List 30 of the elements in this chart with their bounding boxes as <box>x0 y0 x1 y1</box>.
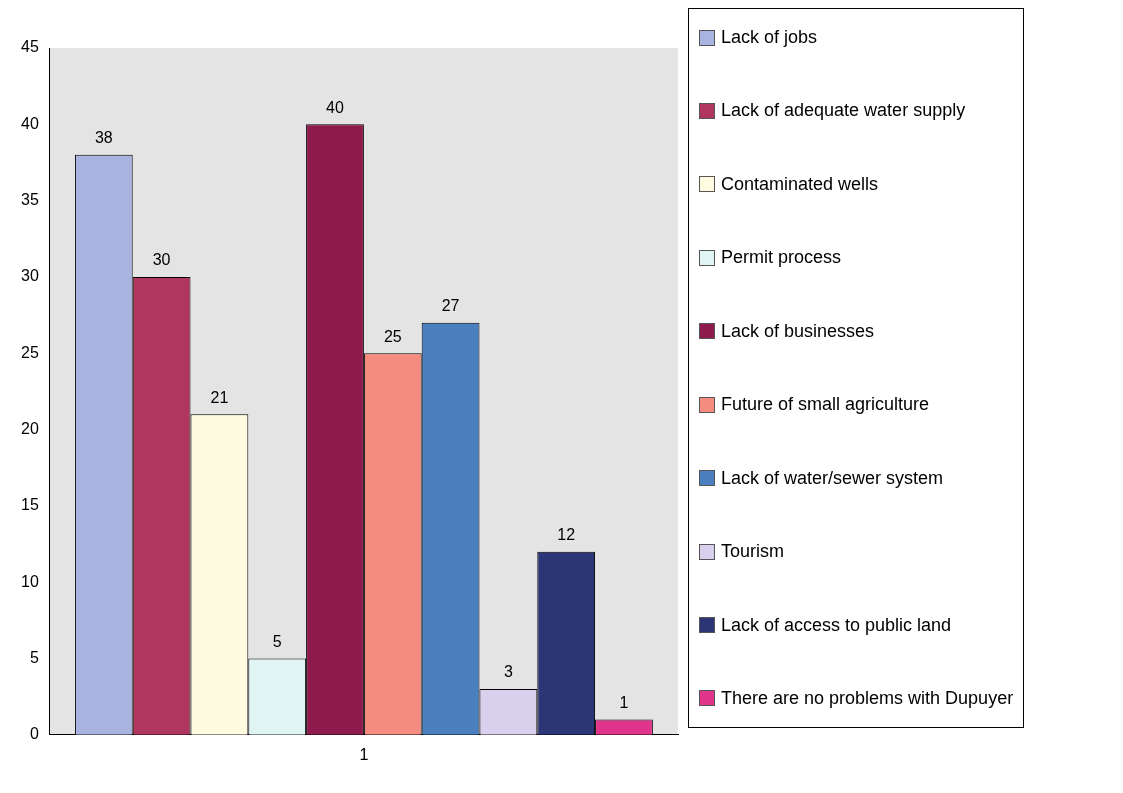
legend-label: Tourism <box>721 541 785 563</box>
y-tick-label: 25 <box>21 343 39 361</box>
y-tick-label: 0 <box>29 725 39 743</box>
legend-label: Lack of water/sewer system <box>721 467 944 489</box>
legend-label: Lack of jobs <box>721 27 818 48</box>
y-tick-label: 30 <box>21 267 39 285</box>
y-tick-label: 15 <box>21 496 39 514</box>
data-label: 5 <box>272 632 282 650</box>
data-label: 3 <box>503 663 513 681</box>
data-label: 27 <box>441 297 460 315</box>
y-tick-label: 20 <box>21 419 39 437</box>
data-label: 30 <box>152 251 171 269</box>
data-label: 1 <box>619 693 629 711</box>
data-label: 12 <box>557 526 576 544</box>
legend-label: Lack of businesses <box>721 320 875 342</box>
y-tick-label: 45 <box>21 38 39 56</box>
legend-label: Lack of access to public land <box>721 614 952 636</box>
y-tick-label: 5 <box>29 648 39 666</box>
y-tick-label: 40 <box>21 114 39 132</box>
data-label: 25 <box>383 327 402 345</box>
legend-label: Lack of adequate water supply <box>721 100 966 122</box>
data-label: 40 <box>326 98 344 116</box>
y-tick-label: 35 <box>21 191 39 209</box>
legend-label: Future of small agriculture <box>721 394 930 416</box>
data-label: 38 <box>94 129 113 147</box>
data-label: 21 <box>210 388 229 406</box>
y-tick-label: 10 <box>21 572 39 590</box>
legend-label: Permit process <box>721 247 842 269</box>
legend-label: Contaminated wells <box>721 173 879 195</box>
legend-label: There are no problems with Dupuyer <box>721 687 1014 709</box>
